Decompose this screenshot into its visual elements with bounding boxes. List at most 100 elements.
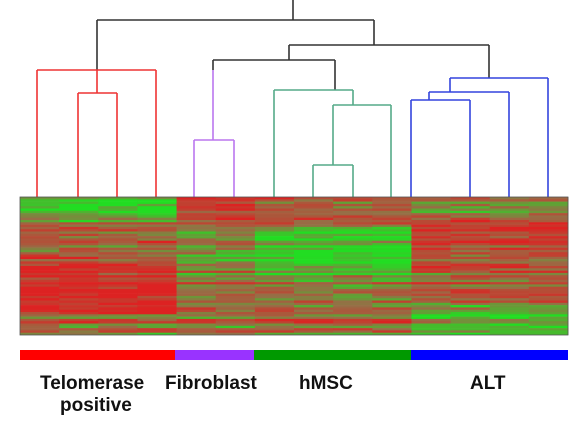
heatmap-cell [59,277,99,281]
heatmap-cell [254,272,295,276]
heatmap-cell [215,293,256,297]
heatmap-cell [176,229,217,232]
heatmap-cell [411,243,451,246]
heatmap-cell [528,254,569,258]
heatmap-cell [489,213,530,216]
heatmap-cell [98,229,138,232]
heatmap-cell [372,291,412,294]
heatmap-cell [20,245,60,248]
heatmap-cell [294,231,334,235]
heatmap-cell [294,291,334,294]
heatmap-cell [450,231,491,235]
heatmap-cell [176,321,217,324]
heatmap-cell [215,217,256,221]
heatmap-cell [137,261,177,264]
heatmap-cell [294,220,334,223]
heatmap-cell [528,318,569,322]
heatmap-cell [489,268,530,271]
heatmap-cell [528,226,569,230]
heatmap-cell [372,238,412,241]
heatmap-cell [98,300,138,304]
heatmap-cell [372,213,412,216]
heatmap-cell [372,263,412,267]
heatmap-cell [489,277,530,281]
heatmap-cell [450,305,491,308]
heatmap-cell [372,266,412,269]
heatmap-cell [489,199,530,202]
heatmap-cell [20,328,60,331]
heatmap-cell [59,229,99,232]
heatmap-cell [59,217,99,221]
heatmap-cell [450,233,491,237]
heatmap-cell [98,284,138,287]
heatmap-cell [176,305,217,308]
heatmap-cell [176,226,217,230]
heatmap-cell [333,245,373,248]
heatmap-cell [333,284,373,287]
heatmap-cell [528,277,569,281]
heatmap-cell [137,312,177,315]
heatmap-cell [294,213,334,216]
heatmap-cell [450,208,491,212]
heatmap-cell [411,240,451,244]
heatmap-cell [98,312,138,315]
heatmap-cell [215,275,256,278]
heatmap-cell [528,305,569,308]
hmsc-bar [254,350,411,360]
heatmap-cell [98,263,138,267]
heatmap-cell [528,270,569,274]
heatmap-cell [137,316,177,320]
heatmap-cell [176,217,217,221]
heatmap-cell [20,236,60,239]
heatmap-cell [176,201,217,205]
heatmap-cell [98,291,138,294]
heatmap-cell [215,215,256,218]
heatmap-cell [450,270,491,274]
heatmap-cell [176,328,217,331]
heatmap-cell [254,286,295,290]
label-telomerase-line1: Telomerase [40,373,145,394]
heatmap-cell [254,252,295,255]
heatmap-cell [528,203,569,207]
heatmap-cell [176,249,217,253]
heatmap-cell [215,203,256,207]
heatmap-cell [333,240,373,244]
heatmap-cell [528,268,569,271]
heatmap-cell [215,245,256,248]
heatmap-cell [489,245,530,248]
heatmap-cell [20,220,60,223]
heatmap-cell [215,300,256,304]
heatmap-cell [20,199,60,202]
heatmap-cell [411,203,451,207]
heatmap-cell [294,268,334,271]
heatmap-cell [137,302,177,306]
heatmap-cell [137,330,177,333]
heatmap-cell [176,272,217,276]
heatmap-cell [450,314,491,317]
heatmap-cell [254,213,295,216]
heatmap-cell [489,302,530,306]
heatmap-cell [450,199,491,202]
heatmap-cell [450,263,491,267]
heatmap-cell [294,330,334,333]
heatmap-cell [450,201,491,205]
heatmap-cell [489,217,530,221]
heatmap-cell [176,268,217,271]
heatmap-cell [528,307,569,310]
heatmap-cell [489,254,530,258]
heatmap-cell [176,293,217,297]
heatmap-cell [528,259,569,262]
heatmap-cell [215,222,256,225]
heatmap-cell [372,316,412,320]
heatmap-cell [254,259,295,262]
heatmap-cell [372,321,412,324]
heatmap-cell [411,312,451,315]
heatmap-cell [528,206,569,209]
heatmap-cell [215,309,256,313]
heatmap-cell [254,300,295,304]
heatmap-cell [450,220,491,223]
heatmap-cell [528,282,569,285]
heatmap-cell [294,316,334,320]
heatmap-cell [137,213,177,216]
heatmap-cell [59,305,99,308]
